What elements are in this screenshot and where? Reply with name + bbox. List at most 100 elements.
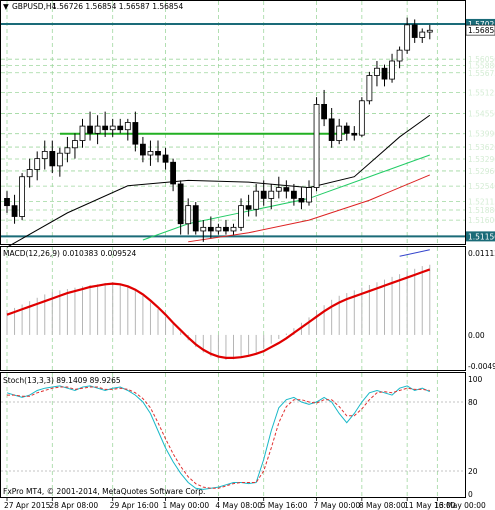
time-label: 4 May 08:00 [215, 501, 262, 510]
price-label: 1.51150 [468, 232, 495, 241]
time-label: 1 May 00:00 [163, 501, 210, 510]
candle-bull [419, 31, 426, 38]
candle-bear [298, 198, 305, 203]
copyright-footer: FxPro MT4, © 2001-2014, MetaQuotes Softw… [3, 487, 205, 496]
candle-bear [4, 198, 10, 207]
stoch-axis-labels: 100 80 20 0 [468, 375, 483, 499]
price-label: 1.52960 [468, 167, 495, 176]
candle-bear [170, 161, 177, 185]
stoch-label: Stoch(13,3,3) 89.1409 89.9265 [3, 376, 121, 385]
candle-bull [358, 100, 365, 136]
time-label: 27 Apr 2015 [4, 501, 51, 510]
candle-bear [411, 24, 418, 38]
moving-average-line-1 [6, 114, 431, 248]
candle-bear [290, 190, 297, 199]
price-label: 1.56854 [468, 26, 495, 35]
price-label-box [465, 24, 495, 36]
stoch-level-label: 20 [468, 467, 478, 476]
candle-bull [366, 75, 373, 102]
price-label: 1.52115 [468, 197, 495, 206]
price-label-box [466, 231, 495, 242]
stoch-level-label: 0 [468, 490, 473, 499]
macd-histogram [6, 264, 431, 360]
candle-bear [260, 190, 267, 199]
candle-bear [223, 226, 229, 232]
candle-bear [177, 183, 184, 225]
macd-zero-value: 0.00 [468, 331, 485, 340]
price-label: 1.57025 [468, 20, 495, 29]
candle-bear [192, 205, 199, 232]
candle-bear [102, 125, 109, 131]
candle-bull [396, 49, 403, 62]
candle-bull [313, 104, 320, 188]
stoch-panel-frame [0, 372, 466, 498]
candle-bear [343, 125, 350, 134]
candle-bull [64, 147, 71, 154]
price-label: 1.53290 [468, 155, 495, 164]
candle-bull [124, 122, 131, 131]
candle-bull [109, 125, 116, 131]
stoch-lines [6, 385, 431, 490]
time-label: 13 May 00:00 [434, 501, 486, 510]
candle-bear [117, 125, 124, 131]
macd-signal-path [6, 268, 431, 359]
candle-bull [275, 187, 282, 192]
candle-bear [381, 67, 388, 80]
candle-bull [336, 125, 343, 141]
time-label: 8 May 08:00 [359, 501, 406, 510]
macd-label: MACD(12,26,9) 0.010383 0.009524 [3, 249, 137, 258]
candle-bull [79, 125, 86, 141]
macd-top-value: 0.011125 [468, 249, 495, 258]
candle-bear [207, 226, 214, 232]
candle-bull [404, 24, 411, 51]
candle-bear [49, 151, 56, 167]
candle-bear [245, 205, 252, 210]
candlesticks [4, 17, 433, 242]
candle-bear [162, 154, 169, 163]
price-label: 1.51880 [468, 206, 495, 215]
candle-bull [147, 151, 154, 156]
stoch-level-label: 80 [468, 398, 478, 407]
time-label: 28 Apr 08:00 [49, 501, 98, 510]
candle-bear [139, 143, 146, 156]
candle-bull [306, 187, 312, 203]
candle-bull [253, 190, 260, 210]
time-label: 5 May 16:00 [261, 501, 308, 510]
candle-bull [374, 67, 380, 76]
candle-bear [321, 104, 328, 120]
time-label: 7 May 00:00 [314, 501, 361, 510]
candle-bear [11, 205, 18, 217]
moving-average-line-3 [188, 174, 430, 243]
candle-bear [155, 151, 161, 156]
candle-bull [56, 152, 63, 167]
moving-average-line-4 [399, 249, 430, 257]
candle-bull [185, 205, 192, 225]
price-label-box [466, 18, 495, 29]
candle-bear [328, 118, 335, 141]
candle-bear [351, 132, 358, 136]
chart-dropdown-icon[interactable]: ▼ [3, 2, 9, 11]
candle-bull [34, 158, 41, 170]
candle-bull [72, 140, 78, 149]
candle-bull [41, 151, 48, 160]
macd-panel-frame [0, 246, 466, 371]
stoch-level-label: 100 [468, 375, 483, 384]
price-axis: 1.570251.56854 1.560501.558801.55675 1.551… [465, 18, 495, 242]
candle-bull [26, 169, 33, 178]
price-label: 1.53990 [468, 130, 495, 139]
stoch-signal-line [7, 386, 430, 489]
time-label: 11 May 16:00 [404, 501, 456, 510]
ohlc-label: 1.56726 1.56854 1.56587 1.56854 [52, 2, 183, 11]
price-label: 1.55125 [468, 89, 495, 98]
price-label: 1.55880 [468, 61, 495, 70]
horizontal-levels[interactable] [1, 22, 465, 238]
price-label: 1.53620 [468, 143, 495, 152]
candle-bear [283, 187, 290, 192]
candle-bull [268, 190, 275, 199]
candle-bull [426, 29, 433, 33]
candle-bull [19, 176, 26, 217]
candle-bull [94, 125, 101, 134]
price-label: 1.51600 [468, 216, 495, 225]
